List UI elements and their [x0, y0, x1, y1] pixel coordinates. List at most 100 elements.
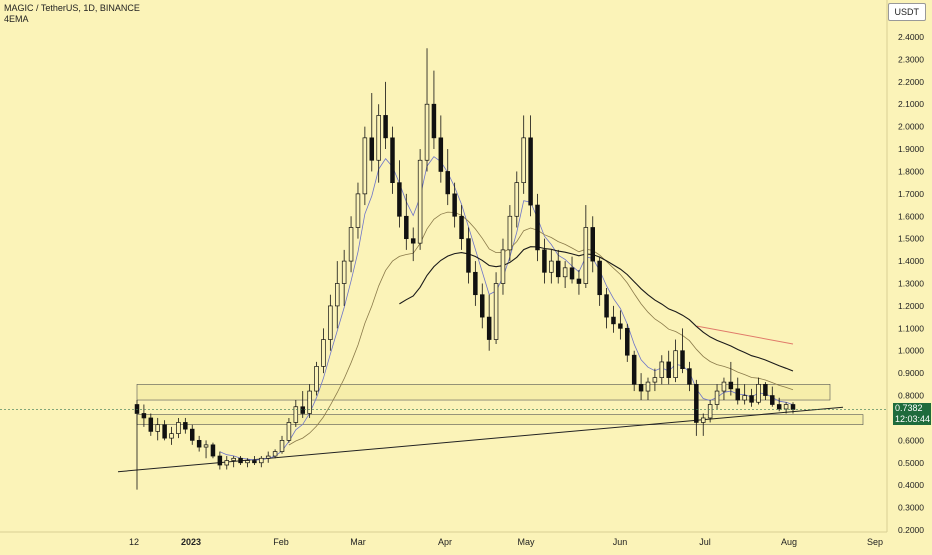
candle-body — [383, 115, 388, 139]
candle-body — [473, 271, 478, 296]
candle-body — [597, 260, 602, 296]
candle-body — [542, 249, 547, 273]
candle-body — [728, 381, 734, 390]
candle-body — [749, 395, 754, 403]
candle-body — [687, 368, 692, 385]
candle-body — [783, 404, 789, 410]
ema-mid-line — [288, 211, 794, 446]
candle-body — [410, 238, 416, 244]
candle-body — [355, 193, 361, 228]
candle-body — [569, 267, 575, 280]
candle-body — [500, 249, 506, 284]
candles — [134, 48, 796, 490]
candle-body — [576, 278, 582, 284]
candle-body — [307, 390, 312, 414]
symbol-title: MAGIC / TetherUS, 1D, BINANCE — [4, 3, 140, 13]
y-tick-label: 0.2000 — [898, 525, 924, 535]
time-axis[interactable]: 12 2023 Feb Mar Apr May Jun Jul Aug Sep — [129, 537, 883, 547]
candle-body — [466, 238, 471, 273]
x-tick-label: Aug — [781, 537, 797, 547]
candle-body — [424, 103, 430, 161]
currency-button[interactable]: USDT — [887, 3, 926, 21]
candle-body — [300, 406, 305, 414]
candle-body — [314, 366, 319, 392]
candle-body — [265, 455, 271, 459]
candle-body — [618, 323, 623, 329]
candle-body — [224, 460, 230, 466]
candle-body — [452, 193, 457, 217]
candle-body — [376, 115, 381, 161]
last-price-badge: 0.7382 — [893, 403, 931, 415]
candle-body — [528, 137, 533, 206]
y-tick-label: 1.9000 — [898, 144, 924, 154]
candle-body — [756, 383, 761, 403]
candle-body — [590, 227, 595, 262]
candle-body — [555, 260, 561, 278]
candle-body — [666, 361, 671, 378]
candle-body — [645, 381, 651, 392]
y-tick-label: 0.4000 — [898, 480, 924, 490]
candle-body — [134, 404, 140, 414]
candle-body — [521, 137, 526, 184]
y-tick-label: 1.4000 — [898, 256, 924, 266]
candle-body — [169, 433, 174, 439]
x-tick-label: Jul — [699, 537, 711, 547]
y-tick-label: 1.7000 — [898, 189, 924, 199]
candle-body — [335, 283, 340, 307]
candle-body — [252, 460, 257, 464]
y-tick-label: 1.3000 — [898, 279, 924, 289]
candle-body — [431, 103, 437, 139]
candle-body — [707, 404, 713, 419]
candle-body — [231, 457, 236, 461]
candle-body — [417, 159, 423, 244]
candle-body — [680, 350, 685, 370]
x-tick-label: Apr — [438, 537, 452, 547]
candle-body — [203, 444, 209, 448]
candle-body — [790, 404, 796, 410]
candle-body — [535, 204, 540, 251]
candle-body — [486, 316, 492, 340]
candle-body — [245, 460, 250, 464]
candle-body — [652, 377, 658, 383]
candle-body — [770, 395, 775, 405]
x-tick-label: Feb — [273, 537, 289, 547]
candle-body — [659, 361, 665, 378]
candle-body — [390, 137, 395, 184]
x-tick-label: Mar — [350, 537, 366, 547]
candle-body — [562, 267, 568, 278]
candle-body — [445, 171, 450, 195]
candle-body — [217, 455, 223, 466]
y-tick-label: 1.6000 — [898, 211, 924, 221]
candle-body — [189, 428, 195, 441]
candle-body — [155, 424, 160, 432]
y-tick-label: 2.4000 — [898, 32, 924, 42]
candle-body — [286, 422, 292, 441]
candle-body — [631, 354, 637, 385]
candle-body — [176, 422, 181, 434]
candle-body — [611, 316, 616, 325]
candle-body — [763, 383, 768, 396]
price-axis[interactable]: 2.4000 2.3000 2.2000 2.1000 2.0000 1.9000 1.80… — [898, 32, 924, 535]
indicator-label[interactable]: 4EMA — [4, 14, 29, 24]
candle-body — [362, 137, 368, 195]
candle-body — [272, 451, 278, 457]
candle-body — [279, 440, 285, 452]
candle-body — [638, 383, 644, 392]
candle-body — [776, 404, 782, 410]
candle-body — [604, 294, 609, 318]
candle-body — [507, 215, 513, 251]
y-tick-label: 2.3000 — [898, 54, 924, 64]
candle-body — [493, 283, 499, 340]
candle-body — [321, 339, 326, 367]
candle-body — [480, 294, 485, 318]
x-tick-label: 2023 — [181, 537, 201, 547]
countdown-badge: 12:03:44 — [893, 414, 931, 426]
x-tick-label: Sep — [867, 537, 883, 547]
candle-body — [293, 406, 299, 423]
candle-body — [549, 260, 554, 273]
candle-body — [183, 422, 188, 430]
candle-body — [148, 417, 154, 432]
